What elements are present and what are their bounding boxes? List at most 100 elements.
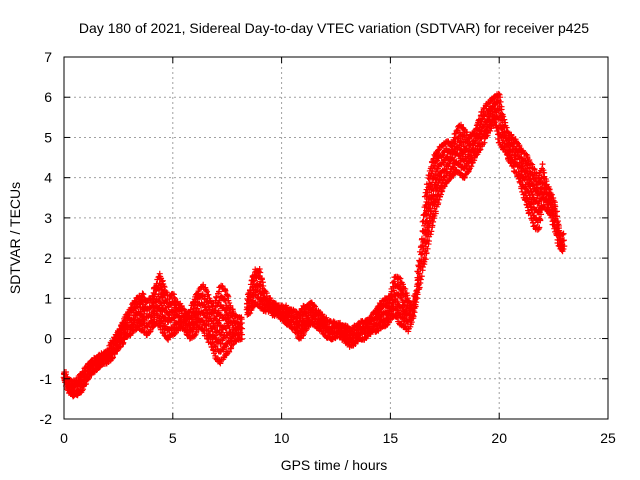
data-point-marker xyxy=(554,218,561,225)
data-point-marker xyxy=(439,187,446,194)
data-point-marker xyxy=(432,187,439,194)
data-point-marker xyxy=(162,287,169,294)
y-tick-label: 4 xyxy=(44,170,52,186)
data-point-marker xyxy=(238,316,245,323)
data-point-marker xyxy=(222,287,229,294)
data-point-marker xyxy=(109,355,116,362)
data-point-marker xyxy=(433,158,440,165)
data-point-marker xyxy=(171,294,178,301)
data-point-marker xyxy=(400,309,407,316)
data-points xyxy=(60,90,568,400)
data-point-marker xyxy=(554,213,561,220)
x-tick-label: 15 xyxy=(383,430,399,446)
x-tick-label: 0 xyxy=(60,430,68,446)
data-point-marker xyxy=(429,193,436,200)
y-tick-label: 2 xyxy=(44,250,52,266)
data-point-marker xyxy=(212,334,219,341)
data-point-marker xyxy=(491,119,498,126)
data-point-marker xyxy=(224,292,231,299)
data-point-marker xyxy=(152,291,159,298)
data-point-marker xyxy=(109,354,116,361)
data-point-marker xyxy=(417,276,424,283)
y-tick-label: 1 xyxy=(44,290,52,306)
data-point-marker xyxy=(561,243,568,250)
data-point-marker xyxy=(561,237,568,244)
data-point-marker xyxy=(434,147,441,154)
data-point-marker xyxy=(437,191,444,198)
data-point-marker xyxy=(209,339,216,346)
y-tick-label: 0 xyxy=(44,331,52,347)
data-point-marker xyxy=(503,124,510,131)
data-point-marker xyxy=(548,191,555,198)
data-point-marker xyxy=(546,186,553,193)
x-tick-label: 10 xyxy=(274,430,290,446)
y-tick-label: 3 xyxy=(44,210,52,226)
data-point-marker xyxy=(497,98,504,105)
data-point-marker xyxy=(312,303,319,310)
data-point-marker xyxy=(531,166,538,173)
data-point-marker xyxy=(217,360,224,367)
data-point-marker xyxy=(524,195,531,202)
data-point-marker xyxy=(215,307,222,314)
data-point-marker xyxy=(416,284,423,291)
data-point-marker xyxy=(161,284,168,291)
data-point-marker xyxy=(430,218,437,225)
chart-title: Day 180 of 2021, Sidereal Day-to-day VTE… xyxy=(79,20,589,36)
data-point-marker xyxy=(204,335,211,342)
data-point-marker xyxy=(239,325,246,332)
data-point-marker xyxy=(257,269,264,276)
data-point-marker xyxy=(238,331,245,338)
data-point-marker xyxy=(141,303,148,310)
data-point-marker xyxy=(539,161,546,168)
y-tick-label: 5 xyxy=(44,129,52,145)
data-point-marker xyxy=(419,264,426,271)
data-point-marker xyxy=(553,208,560,215)
data-point-marker xyxy=(520,164,527,171)
data-point-marker xyxy=(504,128,511,135)
data-point-marker xyxy=(210,347,217,354)
data-point-marker xyxy=(193,305,200,312)
data-point-marker xyxy=(422,256,429,263)
data-point-marker xyxy=(536,224,543,231)
data-point-marker xyxy=(393,306,400,313)
data-point-marker xyxy=(423,249,430,256)
data-point-marker xyxy=(432,208,439,215)
data-point-marker xyxy=(559,231,566,238)
data-point-marker xyxy=(427,231,434,238)
data-point-marker xyxy=(205,291,212,298)
data-point-marker xyxy=(555,225,562,232)
data-point-marker xyxy=(466,166,473,173)
data-point-marker xyxy=(225,348,232,355)
data-point-marker xyxy=(460,149,467,156)
data-point-marker xyxy=(458,121,465,128)
data-point-marker xyxy=(400,285,407,292)
data-point-marker xyxy=(406,298,413,305)
data-point-marker xyxy=(397,286,404,293)
y-tick-label: -2 xyxy=(40,411,53,427)
data-point-marker xyxy=(537,216,544,223)
gridlines xyxy=(64,57,608,419)
data-point-marker xyxy=(216,297,223,304)
data-point-marker xyxy=(120,339,127,346)
data-point-marker xyxy=(501,116,508,123)
data-point-marker xyxy=(435,200,442,207)
data-point-marker xyxy=(538,211,545,218)
data-point-marker xyxy=(494,135,501,142)
data-point-marker xyxy=(283,302,290,309)
data-point-marker xyxy=(141,318,148,325)
data-point-marker xyxy=(260,282,267,289)
data-point-marker xyxy=(79,387,86,394)
data-point-marker xyxy=(219,335,226,342)
data-point-marker xyxy=(500,131,507,138)
data-point-marker xyxy=(428,228,435,235)
data-point-marker xyxy=(466,135,473,142)
data-point-marker xyxy=(163,299,170,306)
data-point-marker xyxy=(226,300,233,307)
axis-ticks: 0 5 10 15 20 25 -2 -1 0 1 2 3 4 5 6 7 xyxy=(40,49,616,446)
x-axis-label: GPS time / hours xyxy=(281,457,388,473)
data-point-marker xyxy=(213,313,220,320)
data-point-marker xyxy=(500,113,507,120)
data-point-marker xyxy=(429,222,436,229)
data-point-marker xyxy=(469,144,476,151)
